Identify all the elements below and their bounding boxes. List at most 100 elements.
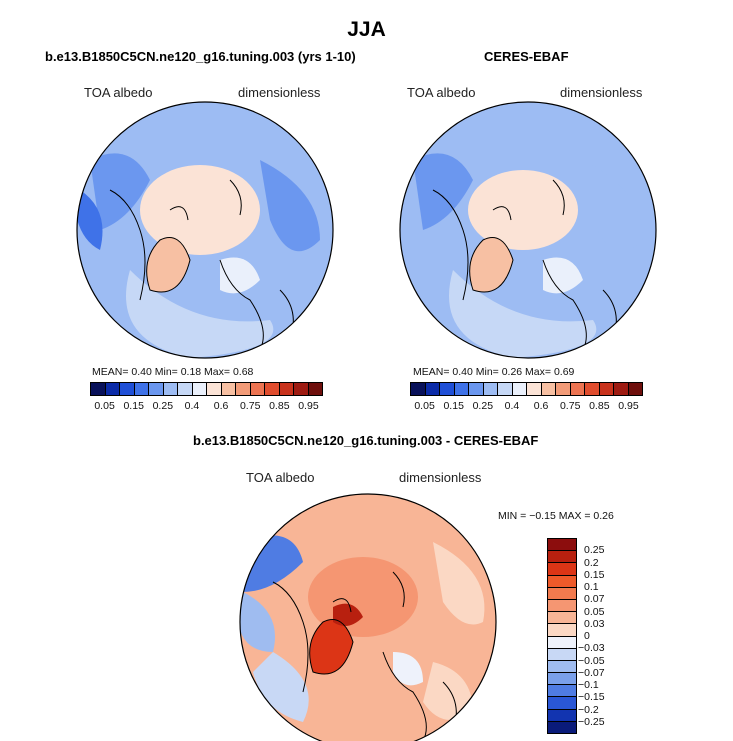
colorbar-segment — [548, 636, 576, 649]
panel-2-title: CERES-EBAF — [484, 49, 569, 64]
colorbar-segment — [585, 383, 600, 395]
colorbar-tick-label: 0.85 — [589, 400, 610, 412]
panel-3-colorbar — [547, 538, 577, 734]
colorbar-tick-label: 0.95 — [618, 400, 639, 412]
colorbar-tick-label: −0.2 — [578, 703, 599, 716]
panel-1-title: b.e13.B1850C5CN.ne120_g16.tuning.003 (yr… — [45, 49, 356, 64]
colorbar-tick-label: −0.05 — [578, 654, 605, 667]
colorbar-tick-label: 0.85 — [269, 400, 290, 412]
colorbar-tick-label: 0.2 — [584, 556, 599, 569]
panel-2-variable-label: TOA albedo — [407, 85, 476, 100]
colorbar-segment — [548, 563, 576, 576]
colorbar-segment — [192, 383, 207, 395]
colorbar-tick-label: 0.05 — [414, 400, 435, 412]
colorbar-tick-label: 0.6 — [533, 400, 549, 412]
colorbar-tick-label: 0.05 — [94, 400, 115, 412]
panel-1-stats: MEAN= 0.40 Min= 0.18 Max= 0.68 — [92, 366, 254, 378]
colorbar-tick-label: 0.07 — [584, 593, 605, 606]
panel-2-stats: MEAN= 0.40 Min= 0.26 Max= 0.69 — [413, 366, 575, 378]
colorbar-segment — [265, 383, 280, 395]
colorbar-tick-label: 0.75 — [559, 400, 581, 412]
colorbar-tick-label: 0.75 — [239, 400, 261, 412]
colorbar-tick-label: 0 — [584, 630, 590, 642]
colorbar-segment — [527, 383, 542, 395]
colorbar-tick-label: 0.15 — [123, 400, 144, 412]
colorbar-segment — [548, 673, 576, 686]
colorbar-segment — [440, 383, 455, 395]
colorbar-tick-label: 0.25 — [472, 400, 494, 412]
colorbar-segment — [279, 383, 294, 395]
colorbar-segment — [548, 551, 576, 564]
colorbar-segment — [548, 624, 576, 637]
colorbar-segment — [628, 383, 642, 395]
colorbar-segment — [548, 721, 576, 733]
panel-1-colorbar-ticks: 0.05 0.15 0.25 0.4 0.6 0.75 0.85 0.95 — [90, 400, 323, 414]
colorbar-segment — [163, 383, 178, 395]
colorbar-tick-label: 0.4 — [184, 400, 200, 412]
colorbar-segment — [512, 383, 527, 395]
panel-3-title: b.e13.B1850C5CN.ne120_g16.tuning.003 - C… — [193, 433, 539, 448]
colorbar-segment — [294, 383, 309, 395]
colorbar-segment — [207, 383, 222, 395]
panel-3-units-label: dimensionless — [399, 470, 482, 485]
colorbar-segment — [548, 685, 576, 698]
colorbar-segment — [91, 383, 106, 395]
colorbar-tick-label: 0.6 — [213, 400, 229, 412]
colorbar-tick-label: 0.15 — [443, 400, 464, 412]
colorbar-segment — [105, 383, 120, 395]
colorbar-segment — [548, 697, 576, 710]
colorbar-tick-label: 0.05 — [584, 605, 605, 618]
colorbar-tick-label: 0.1 — [584, 581, 599, 593]
colorbar-segment — [469, 383, 484, 395]
panel-2-colorbar — [410, 382, 643, 396]
colorbar-segment — [548, 612, 576, 625]
colorbar-segment — [556, 383, 571, 395]
colorbar-tick-label: 0.15 — [584, 568, 605, 581]
colorbar-segment — [548, 709, 576, 722]
colorbar-tick-label: 0.95 — [298, 400, 319, 412]
colorbar-tick-label: 0.25 — [152, 400, 174, 412]
colorbar-segment — [548, 599, 576, 613]
figure-title: JJA — [347, 18, 386, 41]
panel-1-variable-label: TOA albedo — [84, 85, 153, 100]
colorbar-segment — [570, 383, 585, 395]
panel-2-units-label: dimensionless — [560, 85, 643, 100]
colorbar-segment — [236, 383, 251, 395]
colorbar-segment — [541, 383, 556, 395]
colorbar-segment — [548, 660, 576, 674]
colorbar-segment — [454, 383, 469, 395]
colorbar-segment — [308, 383, 322, 395]
panel-1-units-label: dimensionless — [238, 85, 321, 100]
panel-3-polar-map — [239, 493, 497, 741]
panel-3-variable-label: TOA albedo — [246, 470, 315, 485]
colorbar-segment — [221, 383, 236, 395]
colorbar-segment — [498, 383, 513, 395]
colorbar-segment — [134, 383, 149, 395]
panel-2-polar-map — [399, 101, 657, 359]
colorbar-segment — [425, 383, 440, 395]
colorbar-segment — [548, 587, 576, 600]
colorbar-tick-label: −0.07 — [578, 666, 605, 679]
colorbar-tick-label: −0.25 — [578, 715, 605, 728]
colorbar-tick-label: 0.03 — [584, 617, 605, 630]
colorbar-tick-label: −0.1 — [578, 679, 599, 691]
panel-1-polar-map — [76, 101, 334, 359]
panel-2-colorbar-ticks: 0.05 0.15 0.25 0.4 0.6 0.75 0.85 0.95 — [410, 400, 643, 414]
panel-3-colorbar-ticks: 0.25 0.2 0.15 0.1 0.07 0.05 0.03 0 −0.03 −0.05 −0.… — [578, 538, 642, 734]
colorbar-segment — [548, 648, 576, 661]
colorbar-segment — [614, 383, 629, 395]
colorbar-segment — [483, 383, 498, 395]
colorbar-tick-label: −0.03 — [578, 642, 605, 655]
colorbar-segment — [120, 383, 135, 395]
colorbar-segment — [548, 539, 576, 552]
colorbar-tick-label: 0.4 — [504, 400, 520, 412]
colorbar-tick-label: 0.25 — [584, 544, 605, 557]
panel-3-stats: MIN = −0.15 MAX = 0.26 — [498, 510, 614, 522]
colorbar-segment — [178, 383, 193, 395]
colorbar-tick-label: −0.15 — [578, 691, 605, 704]
colorbar-segment — [411, 383, 426, 395]
colorbar-segment — [149, 383, 164, 395]
colorbar-segment — [250, 383, 265, 395]
colorbar-segment — [599, 383, 614, 395]
panel-1-colorbar — [90, 382, 323, 396]
